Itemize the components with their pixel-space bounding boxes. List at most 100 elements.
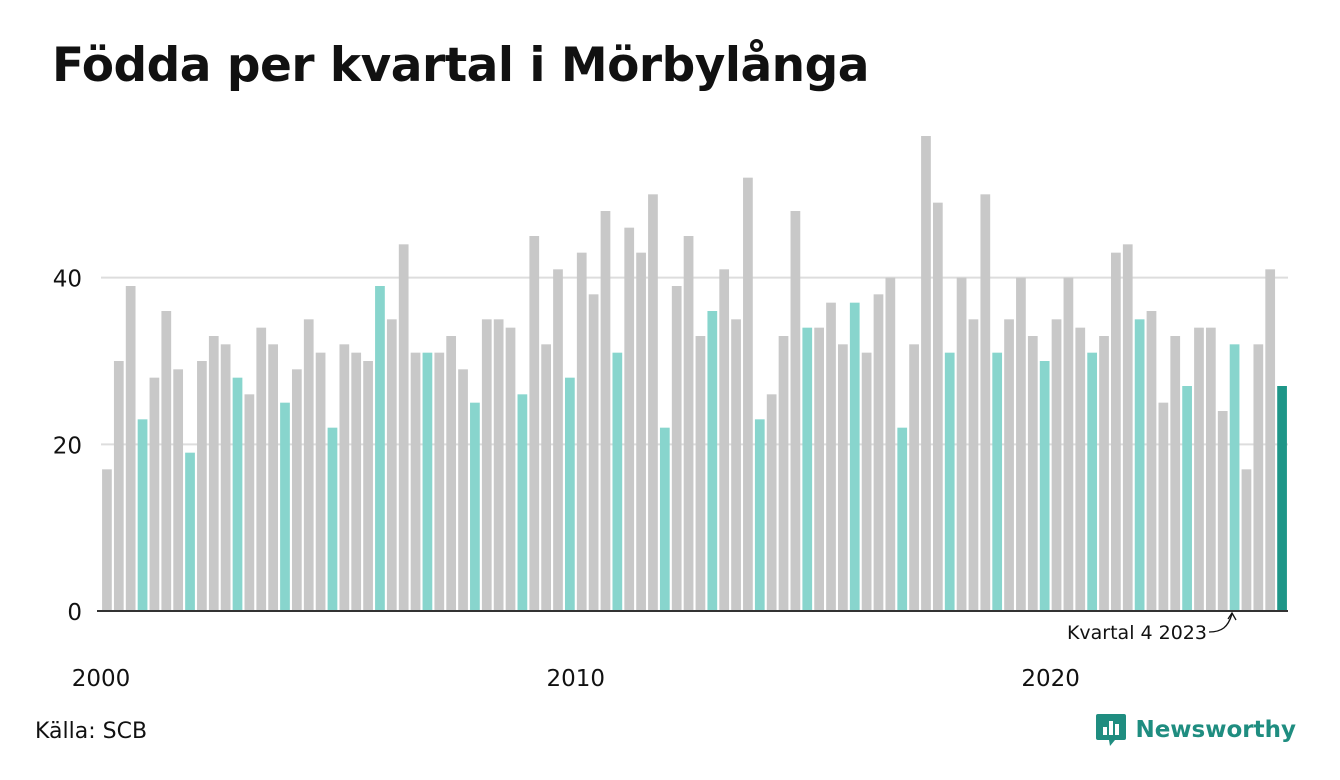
bar [481, 319, 492, 611]
bar [968, 319, 979, 611]
bar [612, 352, 623, 611]
chart-title: Födda per kvartal i Mörbylånga [52, 38, 870, 93]
bar [446, 336, 457, 611]
bar [422, 352, 433, 611]
bar [861, 352, 872, 611]
latest-annotation: Kvartal 4 2023 [1067, 611, 1237, 644]
bar [790, 211, 801, 611]
x-tick-label: 2010 [547, 666, 606, 692]
bar [826, 302, 836, 611]
bar [470, 402, 480, 611]
bar [363, 361, 373, 611]
bar [541, 344, 551, 611]
bar [659, 427, 670, 611]
bar [743, 177, 753, 612]
bar [1253, 344, 1264, 611]
bar [909, 344, 919, 611]
bar [1004, 319, 1014, 611]
x-tick-label: 2020 [1021, 666, 1080, 692]
bar [173, 369, 184, 611]
bar [161, 311, 172, 611]
bar [137, 419, 148, 611]
y-tick-label: 20 [53, 433, 82, 459]
bar [944, 352, 955, 611]
bar [624, 227, 635, 612]
bar [102, 469, 112, 611]
bar [553, 269, 563, 611]
bar [256, 327, 267, 611]
bar [885, 277, 896, 611]
brand-name: Newsworthy [1135, 717, 1296, 743]
source-label: Källa: SCB [35, 719, 148, 744]
bar [1099, 336, 1109, 611]
bar [1051, 319, 1062, 611]
x-axis-ticks: 2000 2010 2020 [72, 666, 1080, 692]
bar [351, 352, 362, 611]
bar [1205, 327, 1216, 611]
bar [731, 319, 741, 611]
bar [386, 319, 397, 611]
bar [1063, 277, 1074, 611]
bar [1075, 327, 1086, 611]
bar [375, 286, 385, 611]
bar [1217, 411, 1228, 611]
bar [695, 336, 706, 611]
bar [1027, 336, 1038, 611]
y-tick-label: 0 [67, 600, 82, 626]
bar [565, 377, 575, 611]
bar [197, 361, 207, 611]
bar [1087, 352, 1098, 611]
bar [1241, 469, 1252, 611]
annotation-arrow [1208, 613, 1233, 633]
bar [980, 194, 991, 611]
bar [1194, 327, 1204, 611]
bar [671, 286, 682, 611]
bar-latest [1277, 386, 1287, 611]
bar [327, 427, 338, 611]
bar [956, 277, 967, 611]
bar [1016, 277, 1026, 611]
x-tick-label: 2000 [72, 666, 131, 692]
bar [778, 336, 789, 611]
bar [814, 327, 824, 611]
bar [1182, 386, 1192, 611]
bar [1170, 336, 1181, 611]
bar [232, 377, 243, 611]
bar [838, 344, 848, 611]
bar [921, 136, 931, 611]
bars [102, 136, 1287, 612]
bar [244, 394, 255, 611]
bar [493, 319, 504, 611]
bar [1039, 361, 1050, 611]
bar [1158, 402, 1169, 611]
bar [1265, 269, 1276, 611]
bar [398, 244, 409, 611]
bar [707, 311, 718, 611]
bar [588, 294, 599, 611]
bar [303, 319, 314, 611]
bar [291, 369, 302, 611]
bar [576, 252, 587, 612]
bar [208, 336, 219, 611]
y-axis-ticks: 0 20 40 [53, 267, 82, 626]
bar [932, 202, 943, 612]
bar [683, 236, 694, 611]
bar [505, 327, 516, 611]
bar [719, 269, 730, 611]
bar [1134, 319, 1145, 611]
bar [149, 377, 160, 611]
bar [125, 286, 136, 611]
newsworthy-logo-icon [1096, 714, 1127, 746]
bar [268, 344, 278, 611]
bar [1146, 311, 1157, 611]
bar [434, 352, 445, 611]
bar [220, 344, 231, 611]
bar [873, 294, 884, 611]
bar [636, 252, 646, 612]
brand-logo: Newsworthy [1095, 712, 1296, 748]
bar [185, 452, 195, 611]
bar [458, 369, 468, 611]
bar [1122, 244, 1133, 611]
bar [648, 194, 658, 611]
bar [849, 302, 860, 611]
